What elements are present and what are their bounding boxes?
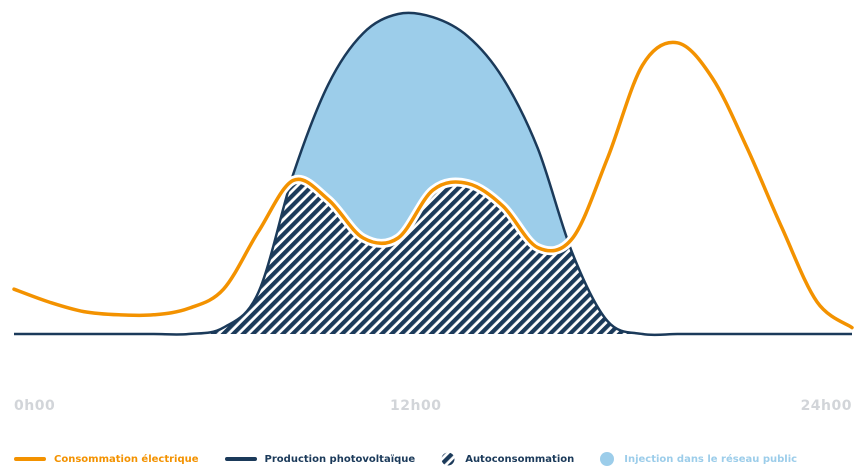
legend-label-self-consumption: Autoconsommation (465, 453, 575, 465)
consumption-swatch (14, 457, 46, 461)
injection-area (14, 12, 852, 335)
legend-item-injection: Injection dans le réseau public (600, 452, 797, 466)
injection-swatch (600, 452, 615, 466)
x-tick-start: 0h00 (14, 398, 56, 414)
production-line (14, 11, 852, 337)
x-tick-end: 24h00 (800, 398, 852, 414)
legend-item-production: Production photovoltaïque (224, 453, 416, 465)
x-tick-middle: 12h00 (390, 398, 442, 414)
legend-label-consumption: Consommation électrique (54, 453, 199, 465)
legend-label-production: Production photovoltaïque (264, 453, 416, 465)
production-swatch (224, 457, 257, 461)
chart-plot (12, 11, 854, 337)
legend-item-consumption: Consommation électrique (14, 454, 199, 465)
legend-item-self-consumption: Autoconsommation (441, 452, 574, 466)
consumption-line (12, 40, 854, 330)
legend: Consommation électrique Production photo… (14, 452, 823, 466)
legend-label-injection: Injection dans le réseau public (624, 453, 798, 465)
self-consumption-swatch (441, 452, 455, 466)
